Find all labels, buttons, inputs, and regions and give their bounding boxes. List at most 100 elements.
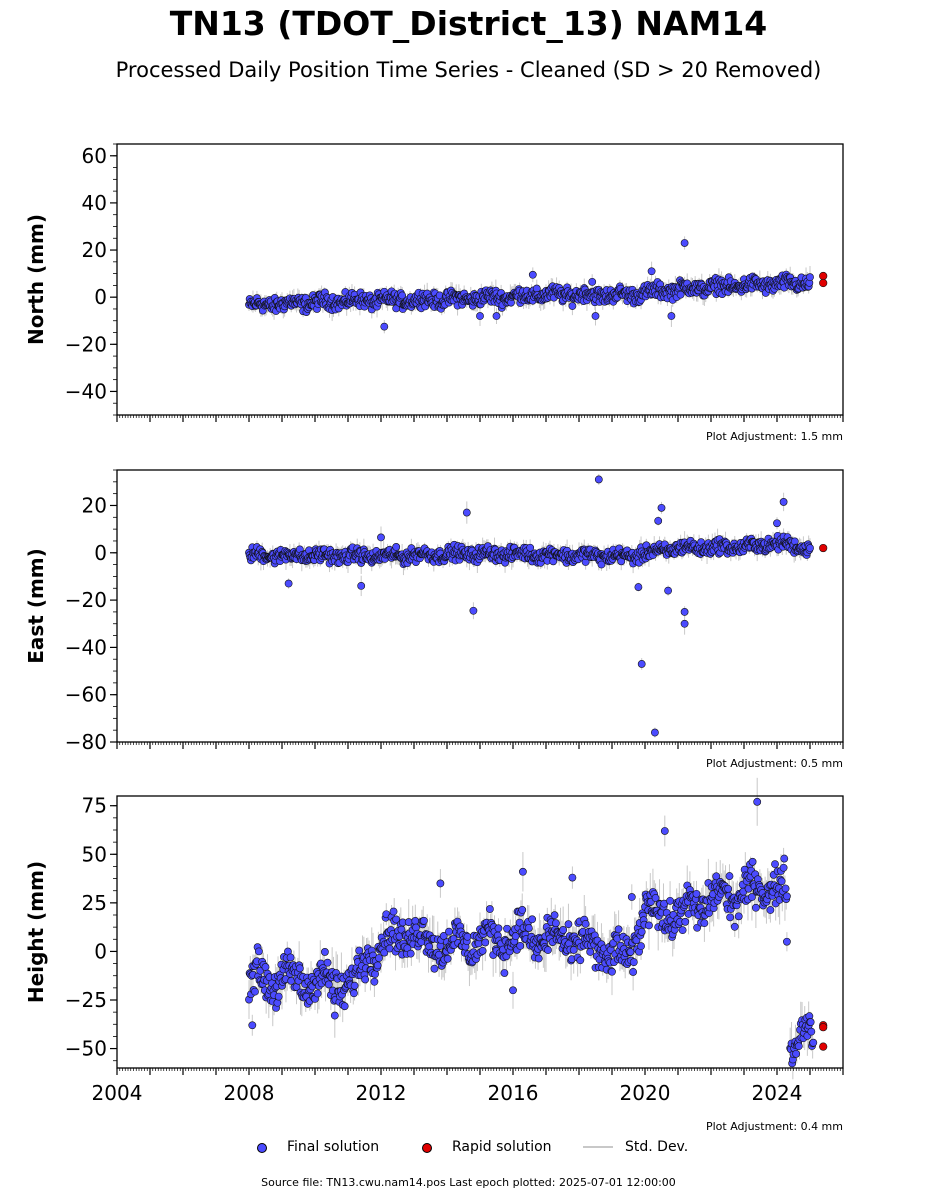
- final-solution-point: [295, 964, 304, 973]
- final-solution-point: [783, 892, 791, 901]
- x-tick-label: 2012: [356, 1081, 407, 1105]
- final-solution-point: [724, 884, 733, 893]
- final-solution-point: [469, 606, 478, 615]
- final-solution-point: [323, 958, 332, 967]
- y-tick-label: 0: [94, 541, 107, 565]
- final-solution-point: [251, 987, 259, 996]
- final-solution-point: [568, 302, 577, 310]
- rapid-solution-point: [819, 1023, 828, 1032]
- x-tick-label: 2004: [92, 1081, 143, 1105]
- final-solution-point: [680, 608, 689, 616]
- final-solution-point: [771, 860, 779, 869]
- final-solution-point: [586, 948, 595, 956]
- final-solution-point: [751, 903, 760, 912]
- final-solution-point: [463, 932, 472, 941]
- final-solution-point: [518, 906, 527, 914]
- final-solution-point: [430, 964, 439, 973]
- final-solution-point: [361, 975, 370, 984]
- final-solution-point: [809, 1038, 818, 1047]
- final-solution-point: [373, 961, 382, 970]
- y-axis-label: East (mm): [24, 548, 48, 664]
- final-solution-point: [676, 290, 685, 299]
- final-solution-point: [783, 937, 791, 946]
- y-tick-label: −20: [65, 332, 107, 356]
- final-solution-point: [550, 911, 559, 920]
- final-solution-point: [807, 1027, 816, 1036]
- y-tick-label: 40: [82, 191, 107, 215]
- final-solution-point: [406, 949, 415, 958]
- y-tick-label: 0: [94, 939, 107, 963]
- y-tick-label: −40: [65, 379, 107, 403]
- final-solution-point: [608, 967, 616, 976]
- final-solution-point: [492, 312, 501, 320]
- final-solution-point: [509, 986, 517, 995]
- final-solution-point: [654, 516, 663, 525]
- final-solution-point: [637, 927, 646, 936]
- final-solution-point: [350, 989, 358, 998]
- final-solution-point: [647, 267, 656, 276]
- final-solution-point: [377, 533, 385, 542]
- final-solution-point: [389, 907, 398, 916]
- plot-adjustment-label: Plot Adjustment: 0.5 mm: [706, 757, 843, 770]
- final-solution-point: [286, 953, 295, 962]
- rapid-solution-point: [819, 278, 828, 288]
- final-solution-point: [419, 916, 428, 925]
- final-solution-point: [357, 581, 366, 590]
- y-tick-label: −50: [65, 1037, 107, 1061]
- final-solution-point: [445, 927, 453, 936]
- y-tick-label: 75: [82, 794, 107, 818]
- final-solution-point: [411, 917, 420, 925]
- final-solution-point: [591, 312, 600, 320]
- final-solution-point: [680, 619, 689, 628]
- final-solution-point: [692, 889, 701, 898]
- legend-std-label: Std. Dev.: [625, 1139, 689, 1155]
- rapid-solution-marker: [422, 1143, 432, 1153]
- y-tick-label: 20: [82, 238, 107, 262]
- final-solution-marker: [257, 1143, 267, 1153]
- final-solution-point: [375, 954, 383, 962]
- final-solution-point: [806, 273, 814, 282]
- final-solution-point: [614, 925, 623, 934]
- y-tick-label: 20: [82, 493, 107, 517]
- y-axis-label: Height (mm): [24, 861, 48, 1003]
- final-solution-point: [392, 543, 401, 551]
- final-solution-point: [248, 1021, 257, 1030]
- rapid-solution-point: [819, 271, 828, 281]
- x-tick-label: 2008: [224, 1081, 275, 1105]
- final-solution-point: [634, 583, 643, 591]
- y-tick-label: −80: [65, 730, 107, 754]
- final-solution-point: [779, 863, 788, 872]
- final-solution-point: [380, 322, 389, 331]
- final-solution-point: [568, 873, 577, 882]
- final-solution-point: [681, 917, 690, 926]
- final-solution-point: [500, 969, 509, 977]
- final-solution-point: [629, 958, 638, 967]
- final-solution-point: [588, 277, 597, 286]
- final-solution-point: [806, 544, 814, 552]
- final-solution-point: [792, 1049, 801, 1058]
- final-solution-point: [806, 1018, 815, 1026]
- y-tick-label: −60: [65, 683, 107, 707]
- final-solution-point: [664, 586, 672, 595]
- final-solution-point: [524, 924, 533, 932]
- final-solution-point: [637, 942, 645, 951]
- plot-frame: [116, 469, 844, 743]
- final-solution-point: [773, 519, 781, 528]
- final-solution-point: [660, 827, 669, 835]
- final-solution-point: [528, 915, 537, 924]
- x-tick-label: 2016: [488, 1081, 539, 1105]
- legend-rapid-label: Rapid solution: [452, 1139, 552, 1155]
- final-solution-point: [476, 312, 484, 320]
- final-solution-point: [436, 879, 445, 888]
- final-solution-point: [284, 579, 293, 588]
- plot-adjustment-label: Plot Adjustment: 1.5 mm: [706, 430, 843, 443]
- rapid-solution-point: [819, 543, 828, 553]
- final-solution-point: [645, 921, 653, 930]
- final-solution-point: [443, 954, 452, 963]
- y-tick-label: 50: [82, 842, 107, 866]
- final-solution-point: [700, 919, 709, 928]
- final-solution-point: [485, 905, 494, 913]
- final-solution-point: [651, 728, 659, 737]
- final-solution-point: [564, 920, 573, 929]
- final-solution-point: [730, 922, 739, 931]
